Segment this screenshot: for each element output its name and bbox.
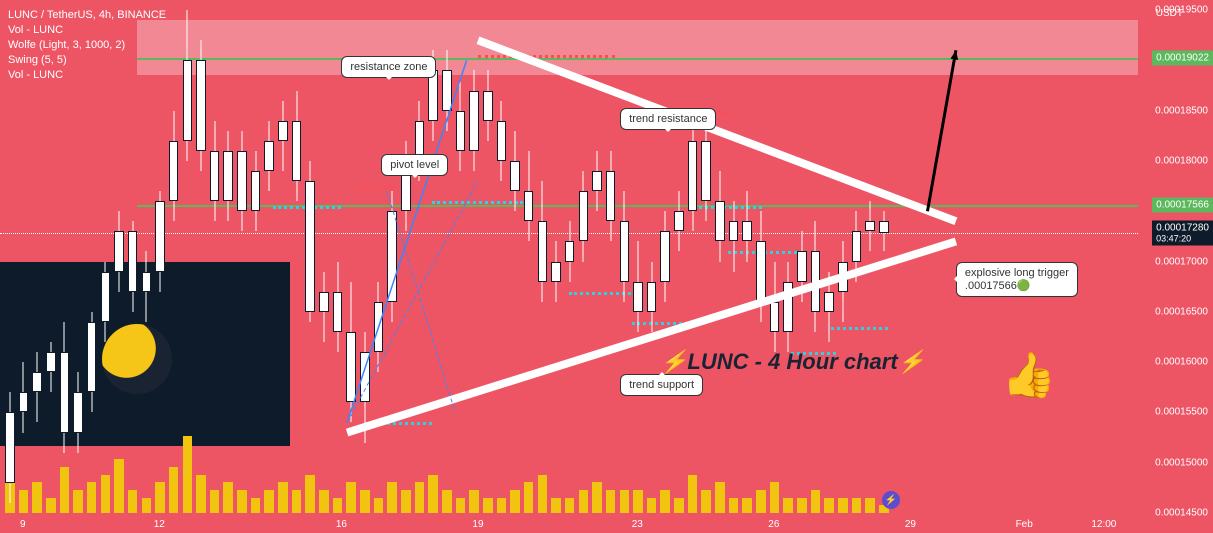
candle (852, 0, 862, 513)
candle (223, 0, 233, 513)
candle (278, 0, 288, 513)
thumbs-up-icon: 👍 (1001, 349, 1056, 401)
callout-long-trigger: explosive long trigger.00017566🟢 (956, 262, 1078, 297)
candle (210, 0, 220, 513)
chart-tool-icon[interactable]: ⚡ (882, 491, 900, 509)
candle (183, 0, 193, 513)
wolfe-label: Wolfe (Light, 3, 1000, 2) (8, 38, 166, 53)
target-price-label: 0.00019022 (1152, 51, 1213, 66)
candle (742, 0, 752, 513)
candle (824, 0, 834, 513)
candle (196, 0, 206, 513)
chart-headline: ⚡LUNC - 4 Hour chart⚡ (660, 349, 925, 375)
candle (770, 0, 780, 513)
candle (715, 0, 725, 513)
candle (592, 0, 602, 513)
callout-resistance-zone: resistance zone (341, 56, 436, 78)
y-tick: 0.00018500 (1155, 105, 1208, 116)
y-tick: 0.00016000 (1155, 357, 1208, 368)
x-tick: Feb (1016, 519, 1033, 530)
x-tick: 12 (154, 519, 165, 530)
candle (469, 0, 479, 513)
y-tick: 0.00018000 (1155, 155, 1208, 166)
candle (333, 0, 343, 513)
candle (319, 0, 329, 513)
symbol-label: LUNC / TetherUS, 4h, BINANCE (8, 8, 166, 23)
x-tick: 26 (768, 519, 779, 530)
candle (797, 0, 807, 513)
target-price-label: 0.00017566 (1152, 197, 1213, 212)
y-tick: 0.00019500 (1155, 5, 1208, 16)
candle (865, 0, 875, 513)
vol-label-2: Vol - LUNC (8, 68, 166, 83)
candle (538, 0, 548, 513)
candle (497, 0, 507, 513)
candle (729, 0, 739, 513)
candle (579, 0, 589, 513)
candle (701, 0, 711, 513)
candle (510, 0, 520, 513)
callout-trend-support: trend support (620, 374, 703, 396)
info-panel: LUNC / TetherUS, 4h, BINANCE Vol - LUNC … (8, 8, 166, 83)
x-axis: 9 12 16 19 23 26 29 Feb 12:00 (0, 513, 1138, 533)
x-tick: 12:00 (1091, 519, 1116, 530)
x-tick: 19 (472, 519, 483, 530)
candle (620, 0, 630, 513)
x-tick: 9 (20, 519, 26, 530)
candle (442, 0, 452, 513)
y-axis: USDT 0.000195000.000190220.000185000.000… (1138, 0, 1213, 533)
candle (647, 0, 657, 513)
chart-container: LUNC / TetherUS, 4h, BINANCE Vol - LUNC … (0, 0, 1213, 533)
candle (879, 0, 889, 513)
x-tick: 16 (336, 519, 347, 530)
candle (606, 0, 616, 513)
candle (483, 0, 493, 513)
candle (551, 0, 561, 513)
candle (524, 0, 534, 513)
x-tick: 23 (632, 519, 643, 530)
candle (674, 0, 684, 513)
candle (292, 0, 302, 513)
candle (811, 0, 821, 513)
candle (838, 0, 848, 513)
vol-label: Vol - LUNC (8, 23, 166, 38)
y-tick: 0.00015500 (1155, 407, 1208, 418)
y-tick: 0.00014500 (1155, 508, 1208, 519)
candle (264, 0, 274, 513)
y-tick: 0.00016500 (1155, 306, 1208, 317)
candle (251, 0, 261, 513)
swing-label: Swing (5, 5) (8, 53, 166, 68)
candle (305, 0, 315, 513)
candle (688, 0, 698, 513)
plot-area[interactable]: resistance zone pivot level trend resistan… (0, 0, 1138, 513)
x-tick: 29 (905, 519, 916, 530)
candle (660, 0, 670, 513)
callout-pivot-level: pivot level (381, 154, 448, 176)
callout-trend-resistance: trend resistance (620, 108, 716, 130)
y-tick: 0.00015000 (1155, 457, 1208, 468)
current-price-label: 0.0001728003:47:20 (1152, 221, 1213, 246)
candle (565, 0, 575, 513)
candle (633, 0, 643, 513)
candle (237, 0, 247, 513)
candle (783, 0, 793, 513)
candle (456, 0, 466, 513)
candle (756, 0, 766, 513)
candle (169, 0, 179, 513)
y-tick: 0.00017000 (1155, 256, 1208, 267)
